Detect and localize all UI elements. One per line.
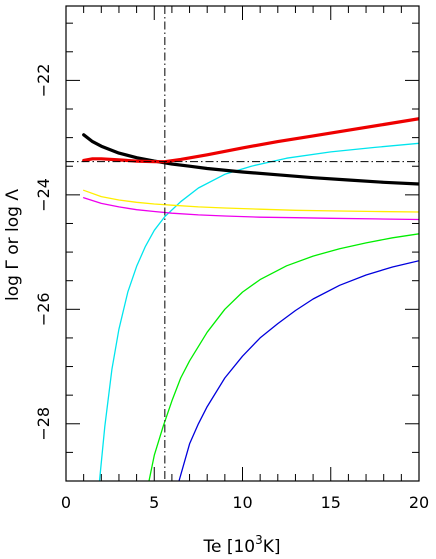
y-tick-label: −28 <box>34 407 53 441</box>
y-tick-label: −24 <box>34 178 53 212</box>
tick-labels: 0 5 10 15 20 −22 −24 −26 −28 <box>34 64 429 512</box>
y-tick-label: −26 <box>34 292 53 326</box>
reference-lines <box>66 6 419 481</box>
x-tick-label: 20 <box>409 493 429 512</box>
series-line-6 <box>82 133 419 186</box>
x-axis-label-tail: K] <box>263 537 281 557</box>
x-tick-label: 0 <box>61 493 71 512</box>
series-line-5 <box>83 197 419 221</box>
x-axis-label-main: Te [10 <box>202 537 255 557</box>
x-axis-label: Te [103K] <box>202 533 280 557</box>
series-layer <box>82 117 419 481</box>
series-line-1 <box>98 142 419 481</box>
x-tick-label: 10 <box>232 493 252 512</box>
series-line-2 <box>148 233 419 481</box>
axes <box>65 5 420 482</box>
x-tick-label: 5 <box>149 493 159 512</box>
y-axis-label: log Γ or log Λ <box>3 189 23 301</box>
x-tick-label: 15 <box>321 493 341 512</box>
series-line-7 <box>82 117 419 164</box>
series-line-4 <box>83 189 419 213</box>
series-line-3 <box>178 260 419 481</box>
y-tick-label: −22 <box>34 64 53 98</box>
x-axis-label-superscript: 3 <box>255 533 263 547</box>
